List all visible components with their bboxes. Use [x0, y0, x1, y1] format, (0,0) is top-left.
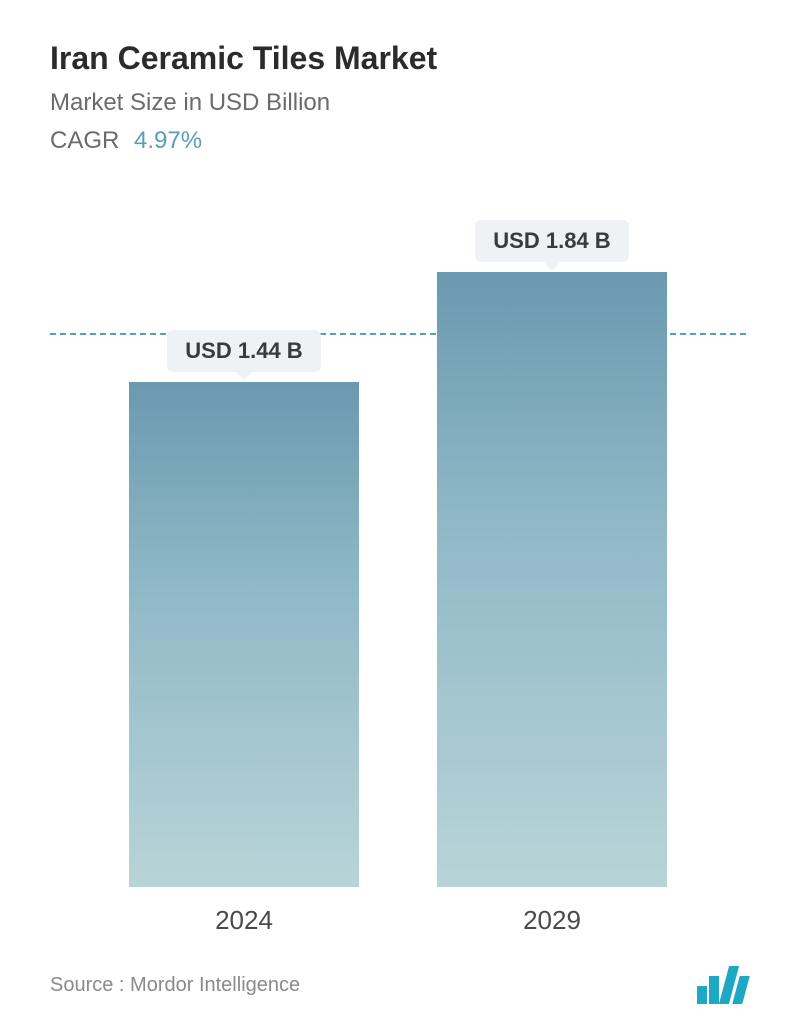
logo-bar-icon: [709, 976, 719, 1004]
cagr-line: CAGR 4.97%: [50, 127, 746, 155]
bar-group-1: USD 1.84 B 2029: [437, 220, 667, 936]
logo-bar-icon: [697, 986, 707, 1004]
bar-0: [129, 382, 359, 887]
chart-title: Iran Ceramic Tiles Market: [50, 40, 746, 77]
cagr-value: 4.97%: [134, 127, 202, 154]
value-badge-0: USD 1.44 B: [167, 330, 320, 372]
brand-logo: [697, 966, 746, 1004]
year-label-1: 2029: [523, 905, 581, 936]
value-badge-1: USD 1.84 B: [475, 220, 628, 262]
year-label-0: 2024: [215, 905, 273, 936]
source-text: Source : Mordor Intelligence: [50, 974, 300, 997]
bar-1: [437, 272, 667, 887]
chart-footer: Source : Mordor Intelligence: [50, 946, 746, 1004]
chart-container: Iran Ceramic Tiles Market Market Size in…: [0, 0, 796, 1034]
cagr-label: CAGR: [50, 127, 119, 154]
chart-area: USD 1.44 B 2024 USD 1.84 B 2029: [50, 205, 746, 936]
bar-group-0: USD 1.44 B 2024: [129, 330, 359, 936]
chart-subtitle: Market Size in USD Billion: [50, 89, 746, 117]
